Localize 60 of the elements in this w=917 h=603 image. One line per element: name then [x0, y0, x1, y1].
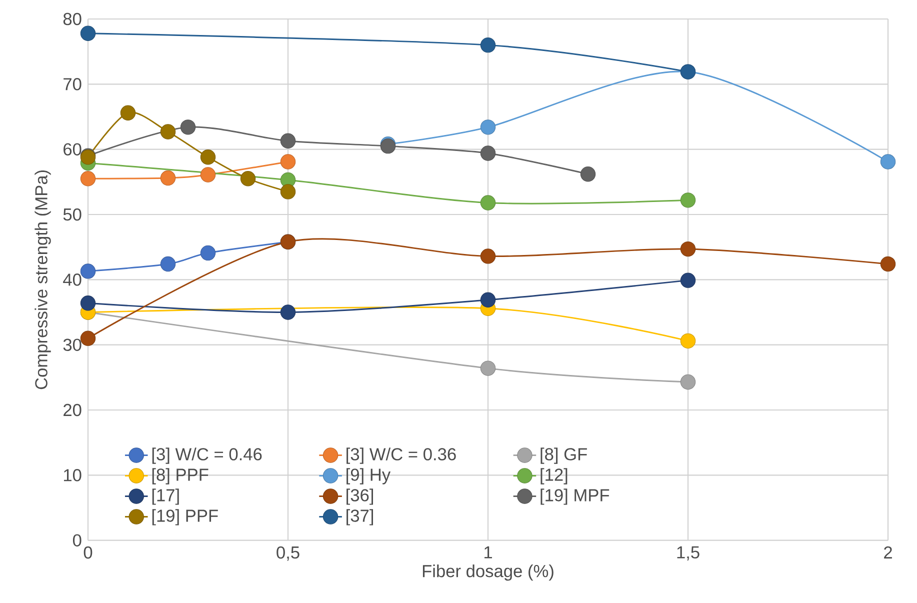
y-tick-label: 20 — [64, 404, 82, 416]
x-tick-label: 0 — [84, 546, 92, 559]
legend-label: [19] MPF — [540, 488, 610, 505]
x-axis-title: Fiber dosage (%) — [422, 564, 554, 581]
legend-label: [19] PPF — [152, 509, 218, 526]
point — [680, 192, 696, 208]
point — [160, 256, 176, 272]
y-tick-label: 60 — [64, 143, 82, 156]
point — [120, 105, 136, 120]
point — [480, 292, 496, 308]
point — [80, 330, 96, 346]
legend-label: [12] — [540, 468, 568, 484]
point — [240, 171, 256, 186]
point — [160, 170, 176, 186]
point — [280, 154, 296, 170]
legend-label: [9] Hy — [346, 468, 391, 484]
point — [80, 26, 96, 41]
point — [180, 120, 196, 135]
point — [200, 245, 216, 261]
y-tick-label: 70 — [64, 78, 82, 90]
point — [80, 264, 96, 279]
x-tick-label: 2 — [884, 546, 892, 558]
y-tick-label: 10 — [64, 469, 82, 482]
legend-label: [17] — [152, 488, 179, 505]
legend-label: [36] — [346, 488, 373, 505]
y-tick-label: 0 — [72, 534, 82, 546]
y-tick-label: 80 — [63, 12, 82, 26]
point — [80, 171, 96, 186]
y-tick-label: 30 — [63, 338, 82, 351]
point — [160, 124, 176, 140]
point — [680, 272, 696, 288]
legend-label: [37] — [346, 509, 373, 526]
x-tick-label: 1,5 — [677, 546, 700, 561]
point — [480, 248, 496, 264]
point — [480, 360, 496, 376]
point — [280, 133, 296, 148]
point — [80, 296, 96, 311]
point — [880, 256, 896, 272]
legend-label: [8] GF — [540, 448, 587, 464]
point — [680, 333, 696, 349]
point — [480, 146, 496, 161]
point — [480, 120, 496, 135]
point — [580, 166, 596, 182]
point — [480, 195, 496, 210]
x-tick-label: 1 — [484, 546, 492, 558]
point — [200, 167, 216, 182]
point — [280, 184, 296, 200]
x-tick-label: 0,5 — [276, 546, 300, 561]
legend-label: [3] W/C = 0.46 — [152, 448, 262, 464]
point — [880, 154, 896, 170]
legend-label: [8] PPF — [152, 468, 208, 484]
point — [680, 241, 696, 257]
point — [680, 374, 696, 390]
legend-label: [3] W/C = 0.36 — [346, 448, 456, 464]
y-axis-title: Compressive strength (MPa) — [34, 170, 51, 390]
point — [480, 37, 496, 53]
y-tick-label: 40 — [63, 274, 82, 286]
point — [200, 150, 216, 165]
y-tick-label: 50 — [63, 208, 82, 221]
point — [280, 304, 296, 320]
